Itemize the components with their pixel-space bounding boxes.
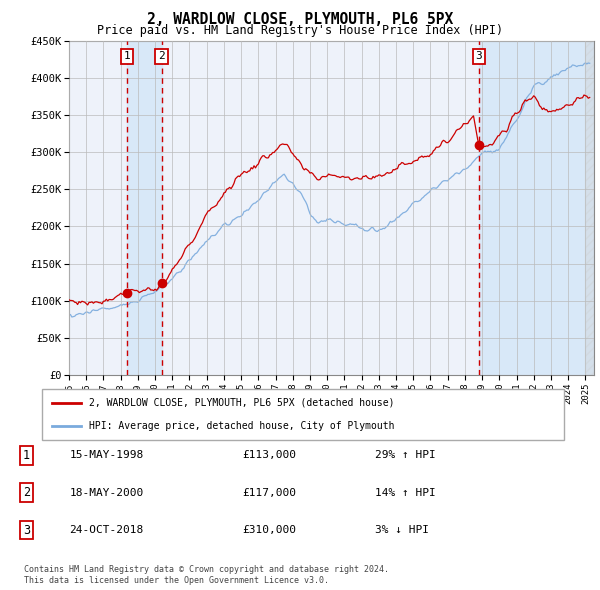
Text: Contains HM Land Registry data © Crown copyright and database right 2024.: Contains HM Land Registry data © Crown c…: [24, 565, 389, 574]
Text: 2: 2: [23, 486, 30, 499]
Text: £113,000: £113,000: [242, 450, 296, 460]
Text: 3: 3: [475, 51, 482, 61]
Text: 2: 2: [158, 51, 165, 61]
Bar: [479, 41, 594, 375]
Text: 2, WARDLOW CLOSE, PLYMOUTH, PL6 5PX (detached house): 2, WARDLOW CLOSE, PLYMOUTH, PL6 5PX (det…: [89, 398, 394, 408]
Text: 1: 1: [124, 51, 130, 61]
Text: HPI: Average price, detached house, City of Plymouth: HPI: Average price, detached house, City…: [89, 421, 394, 431]
Bar: [586, 41, 594, 375]
Text: 29% ↑ HPI: 29% ↑ HPI: [375, 450, 436, 460]
Text: 2, WARDLOW CLOSE, PLYMOUTH, PL6 5PX: 2, WARDLOW CLOSE, PLYMOUTH, PL6 5PX: [147, 12, 453, 27]
Bar: [127, 41, 161, 375]
Text: 3: 3: [23, 523, 30, 536]
Text: 3% ↓ HPI: 3% ↓ HPI: [375, 525, 429, 535]
Text: 24-OCT-2018: 24-OCT-2018: [70, 525, 144, 535]
Text: 1: 1: [23, 449, 30, 462]
Text: 14% ↑ HPI: 14% ↑ HPI: [375, 488, 436, 497]
Text: 18-MAY-2000: 18-MAY-2000: [70, 488, 144, 497]
Text: This data is licensed under the Open Government Licence v3.0.: This data is licensed under the Open Gov…: [24, 576, 329, 585]
Text: £310,000: £310,000: [242, 525, 296, 535]
Text: 15-MAY-1998: 15-MAY-1998: [70, 450, 144, 460]
Text: Price paid vs. HM Land Registry's House Price Index (HPI): Price paid vs. HM Land Registry's House …: [97, 24, 503, 37]
Text: £117,000: £117,000: [242, 488, 296, 497]
